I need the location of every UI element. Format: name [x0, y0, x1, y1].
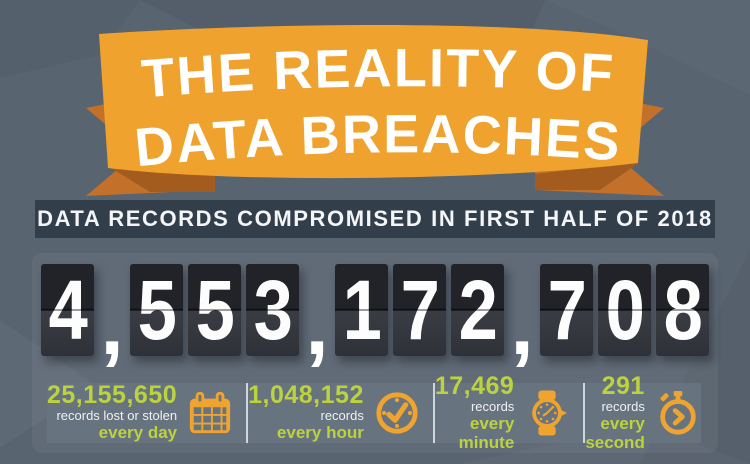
stat-period: every minute — [458, 414, 515, 452]
ribbon-banner — [99, 25, 648, 179]
stat-value: 17,469 — [434, 371, 515, 400]
tile-split-line — [335, 308, 388, 311]
stats-bar: 25,155,650 records lost or stolen every … — [47, 373, 701, 452]
tile-split-line — [393, 308, 446, 311]
stat-per-day: 25,155,650 records lost or stolen every … — [47, 380, 246, 443]
flip-digit: 4 — [48, 263, 88, 357]
stat-value: 1,048,152 — [248, 380, 364, 409]
stopwatch-icon — [660, 390, 696, 435]
flip-digit-tile: 8 — [656, 264, 709, 356]
title-ribbon: THE REALITY OF DATA BREACHES — [86, 25, 664, 196]
flip-digit-tile: 2 — [451, 264, 504, 356]
tile-split-line — [451, 308, 504, 311]
stat-label: records — [470, 399, 515, 415]
stat-per-minute: 17,469 records every minute — [432, 373, 583, 452]
calendar-icon — [190, 391, 231, 434]
stat-value: 291 — [601, 371, 645, 400]
flip-digit: 2 — [458, 263, 498, 357]
stat-label: records — [601, 399, 645, 415]
stat-period: every second — [585, 414, 645, 452]
stat-period: every hour — [276, 423, 364, 443]
subtitle-text: DATA RECORDS COMPROMISED IN FIRST HALF O… — [37, 206, 713, 231]
ribbon-fold-right — [535, 162, 640, 190]
flip-digit-tile: 3 — [246, 264, 299, 356]
tile-split-line — [41, 308, 94, 311]
flip-digit-tile: 7 — [540, 264, 593, 356]
digit-separator-comma: , — [510, 278, 534, 372]
tile-split-line — [598, 308, 651, 311]
stat-per-second: 291 records every second — [583, 373, 714, 452]
tile-split-line — [656, 308, 709, 311]
flip-digit: 5 — [137, 263, 177, 357]
digit-separator-comma: , — [100, 278, 124, 372]
flip-digit-tile: 5 — [188, 264, 241, 356]
flip-digit: 7 — [547, 263, 587, 357]
subtitle-bar: DATA RECORDS COMPROMISED IN FIRST HALF O… — [35, 200, 715, 238]
flip-digit-tile: 0 — [598, 264, 651, 356]
digit-separator-comma: , — [305, 278, 329, 372]
clock-icon — [376, 392, 418, 434]
tile-split-line — [246, 308, 299, 311]
tile-split-line — [130, 308, 183, 311]
flip-digit: 7 — [400, 263, 440, 357]
stat-label: records lost or stolen — [56, 408, 178, 424]
stat-per-hour: 1,048,152 records every hour — [246, 380, 433, 443]
flip-digit: 1 — [342, 263, 382, 357]
stat-value: 25,155,650 — [47, 380, 178, 409]
stat-label: records — [320, 408, 364, 424]
tile-split-line — [188, 308, 241, 311]
flip-digit-tile: 5 — [130, 264, 183, 356]
watch-icon — [532, 390, 568, 436]
ribbon-fold-left — [108, 166, 215, 192]
flip-digit-tile: 7 — [393, 264, 446, 356]
ribbon-title-line1: THE REALITY OF — [139, 38, 616, 109]
flip-digit: 0 — [605, 263, 645, 357]
flip-digit-tile: 1 — [335, 264, 388, 356]
flip-digit: 8 — [663, 263, 703, 357]
stat-period: every day — [98, 423, 178, 443]
flip-digit: 3 — [253, 263, 293, 357]
flip-digit: 5 — [195, 263, 235, 357]
flip-digit-tile: 4 — [41, 264, 94, 356]
tile-split-line — [540, 308, 593, 311]
